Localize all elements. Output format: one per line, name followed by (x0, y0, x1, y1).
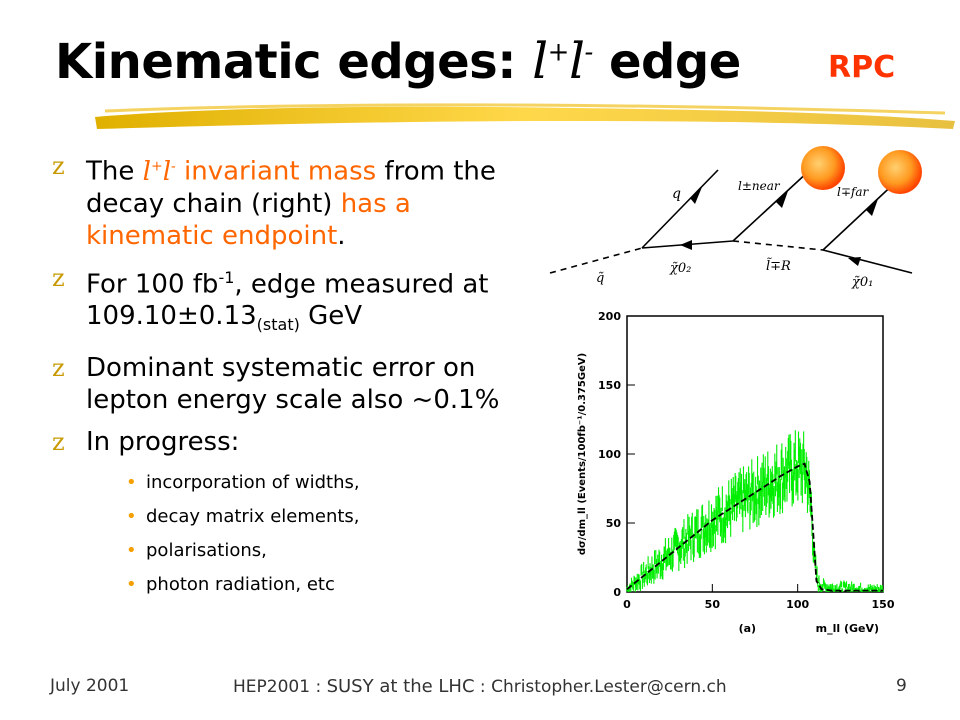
sub-bullet-item: • decay matrix elements, (126, 505, 542, 528)
l-far-line (822, 177, 901, 251)
label-chi2: χ̃0₂ (669, 261, 691, 276)
bullet-text: For 100 fb-1, edge measured at 109.10±0.… (86, 267, 489, 335)
footer-center: HEP2001 : SUSY at the LHC : Christopher.… (233, 676, 727, 697)
sub-bullet-dot: • (126, 505, 137, 527)
decay-chain-diagram: q l±near l∓far q̃ χ̃0₂ l̃∓R χ̃0₁ (549, 146, 922, 290)
label-slepton: l̃∓R (766, 257, 791, 274)
sub-bullet-text: decay matrix elements, (146, 505, 360, 527)
label-l-near: l±near (738, 179, 781, 193)
x-tick-label: 100 (786, 598, 809, 611)
sub-bullet-item: • photon radiation, etc (126, 573, 542, 596)
y-tick-label: 0 (613, 586, 621, 599)
squark-line (549, 247, 643, 274)
lepton-ball-icon (801, 146, 845, 190)
slide-title: Kinematic edges: l+l- edge (55, 32, 741, 90)
sub-bullet-text: incorporation of widths, (146, 471, 360, 493)
footer-page-number: 9 (896, 676, 907, 696)
x-axis-label: m_ll (GeV) (816, 622, 879, 635)
x-tick-label: 0 (623, 598, 631, 611)
bullet-marker: z (52, 427, 65, 456)
l-near-line (732, 169, 811, 242)
sub-bullet-dot: • (126, 573, 137, 595)
label-q: q (672, 186, 681, 202)
label-squark: q̃ (596, 271, 604, 286)
arrow-icon (848, 257, 861, 266)
bullet-marker: z (52, 353, 65, 382)
bullet-marker: z (52, 263, 65, 292)
arrow-icon (690, 187, 702, 204)
sub-bullet-dot: • (126, 471, 137, 493)
arrow-icon (680, 240, 692, 250)
chi1-line (822, 249, 913, 274)
y-tick-label: 150 (598, 379, 621, 392)
x-tick-label: 150 (872, 598, 895, 611)
bullet-item: z Dominant systematic error on lepton en… (52, 352, 542, 416)
histogram-series (626, 430, 884, 592)
sub-bullet-item: • incorporation of widths, (126, 471, 542, 494)
arrow-icon (776, 191, 788, 208)
x-tick-label: 50 (705, 598, 721, 611)
bullet-item: z For 100 fb-1, edge measured at 109.10±… (52, 262, 542, 342)
bullet-text: In progress: (86, 426, 240, 457)
y-tick-label: 100 (598, 448, 621, 461)
arrow-icon (866, 199, 878, 216)
title-ll: l+l- (532, 32, 593, 90)
y-axis-label: dσ/dm_ll (Events/100fb⁻¹/0.375GeV) (577, 353, 588, 555)
bullet-item: z In progress: (52, 426, 542, 458)
bullet-marker: z (52, 152, 65, 180)
label-l-far: l∓far (837, 185, 869, 199)
sub-bullet-dot: • (126, 539, 137, 561)
mll-histogram: 0 50 100 150 0 50 100 150 200 dσ/dm_ll (Events/1… (577, 310, 895, 635)
lepton-ball-icon (878, 150, 922, 194)
bullet-text: The l+l- invariant mass from the decay c… (86, 156, 496, 251)
y-tick-label: 200 (598, 310, 621, 323)
sub-bullet-item: • polarisations, (126, 539, 542, 562)
bullet-item: z The l+l- invariant mass from the decay… (52, 150, 542, 252)
bullet-list: z The l+l- invariant mass from the decay… (52, 150, 542, 608)
label-chi1: χ̃0₁ (851, 275, 873, 290)
y-tick-label: 50 (606, 517, 622, 530)
title-text: Kinematic edges: (55, 34, 533, 90)
footer-date: July 2001 (50, 676, 130, 696)
title-suffix: edge (592, 34, 741, 90)
rpc-tag: RPC (828, 50, 896, 85)
bullet-text: Dominant systematic error on lepton ener… (86, 352, 500, 415)
sub-bullet-text: polarisations, (146, 539, 267, 561)
panel-label: (a) (739, 622, 756, 635)
sub-bullet-text: photon radiation, etc (146, 573, 335, 595)
slepton-line (732, 240, 824, 251)
title-underline-brush (95, 103, 955, 129)
quark-line (641, 169, 719, 249)
fit-line (626, 462, 883, 592)
